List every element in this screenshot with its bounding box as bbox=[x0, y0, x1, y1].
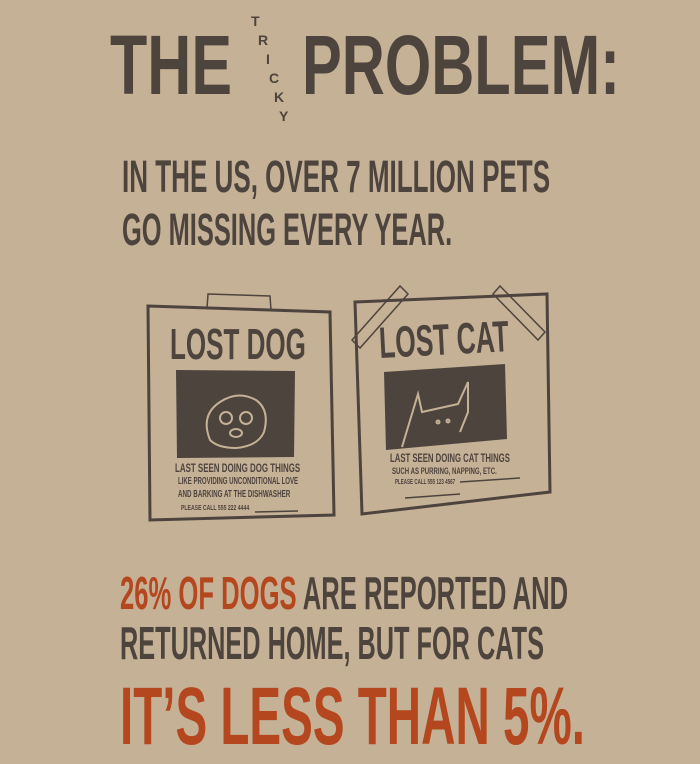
tricky-letter: I bbox=[266, 51, 270, 67]
tricky-letter: K bbox=[274, 89, 285, 105]
tricky-letter: Y bbox=[279, 108, 289, 124]
tricky-letter: R bbox=[258, 32, 269, 48]
stat-line-3: IT’S LESS THAN 5%. bbox=[120, 671, 585, 762]
intro-line-1: IN THE US, OVER 7 MILLION PETS bbox=[122, 151, 551, 202]
cat-poster-frame bbox=[350, 284, 552, 516]
stat-highlight: 26% OF DOGS bbox=[120, 567, 297, 619]
dog-poster-line-1: LAST SEEN DOING DOG THINGS bbox=[175, 461, 301, 475]
stat-line-1: 26% OF DOGS ARE REPORTED AND bbox=[120, 570, 568, 616]
cat-poster-phone: PLEASE CALL 555 123 4567 bbox=[395, 479, 456, 486]
dog-face-icon bbox=[205, 394, 267, 450]
lost-dog-poster: LOST DOG LAST SEEN DOING DOG THINGS LIKE… bbox=[140, 290, 340, 525]
dog-poster-line-3: AND BARKING AT THE DISHWASHER bbox=[178, 489, 291, 500]
dog-poster-phone: PLEASE CALL 555 222 4444 bbox=[181, 505, 250, 512]
tricky-letter: T bbox=[251, 13, 260, 29]
title-problem: PROBLEM: bbox=[302, 18, 620, 112]
stat-line-2: RETURNED HOME, BUT FOR CATS bbox=[120, 617, 544, 669]
cat-icon bbox=[401, 381, 469, 448]
stat-line-1-rest: ARE REPORTED AND bbox=[296, 567, 569, 619]
dog-poster-frame bbox=[146, 293, 336, 522]
lost-cat-poster: LOST CAT LAST SEEN DOING CAT THINGS SUCH… bbox=[350, 282, 555, 517]
tricky-letter: C bbox=[269, 70, 280, 86]
cat-poster-line-1: LAST SEEN DOING CAT THINGS bbox=[390, 451, 510, 465]
cat-poster-line-2: SUCH AS PURRING, NAPPING, ETC. bbox=[392, 466, 497, 476]
cat-poster-heading: LOST CAT bbox=[377, 312, 511, 368]
dog-poster-line-2: LIKE PROVIDING UNCONDITIONAL LOVE bbox=[178, 476, 299, 487]
title-the: THE bbox=[110, 18, 232, 112]
intro-line-2: GO MISSING EVERY YEAR. bbox=[122, 204, 453, 255]
dog-poster-heading: LOST DOG bbox=[170, 320, 306, 369]
